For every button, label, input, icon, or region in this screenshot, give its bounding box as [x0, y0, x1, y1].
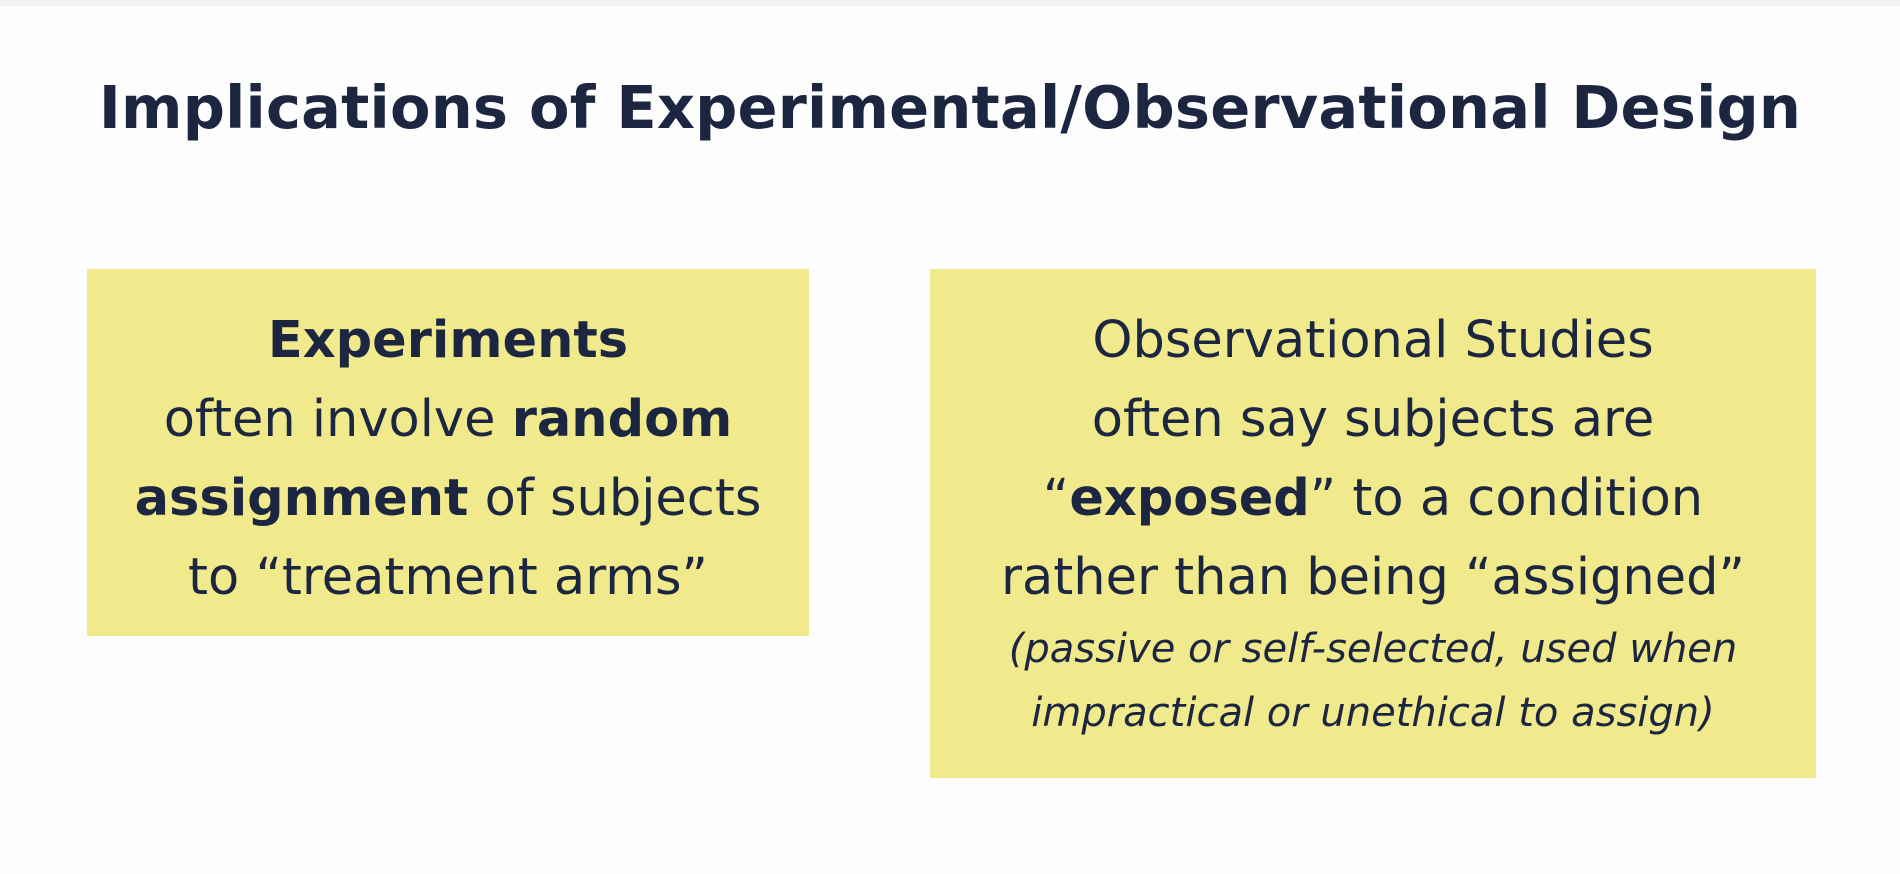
experiments-line-1: Experiments — [268, 301, 628, 380]
experiments-line-3-bold: assignment — [134, 469, 469, 528]
observational-line-3-bold: exposed — [1069, 469, 1310, 528]
experiments-box: Experiments often involve random assignm… — [87, 269, 809, 636]
experiments-line-2-bold: random — [511, 390, 733, 449]
observational-note-1: (passive or self-selected, used when — [1008, 626, 1738, 672]
observational-note-2: impractical or unethical to assign) — [1031, 690, 1715, 736]
observational-heading: Observational Studies — [1092, 311, 1654, 370]
slide-title: Implications of Experimental/Observation… — [98, 73, 1802, 142]
observational-line-4: rather than being “assigned” — [1001, 538, 1745, 617]
experiments-line-3-text: of subjects — [468, 469, 762, 528]
observational-line-4-text: rather than being “assigned” — [1001, 548, 1745, 607]
observational-line-1: Observational Studies — [1092, 301, 1653, 380]
top-band — [0, 0, 1900, 6]
experiments-line-4: to “treatment arms” — [188, 538, 708, 617]
observational-line-3-open-quote: “ — [1042, 469, 1070, 528]
experiments-heading: Experiments — [267, 311, 629, 370]
experiments-line-3: assignment of subjects — [135, 459, 762, 538]
experiments-line-2: often involve random — [164, 380, 733, 459]
experiments-line-2-text: often involve — [163, 390, 512, 449]
observational-line-2: often say subjects are — [1092, 380, 1655, 459]
observational-line-3-text: ” to a condition — [1309, 469, 1704, 528]
observational-line-3: “exposed” to a condition — [1043, 459, 1703, 538]
observational-line-2-text: often say subjects are — [1091, 390, 1655, 449]
experiments-line-4-text: to “treatment arms” — [188, 548, 708, 607]
observational-box: Observational Studies often say subjects… — [930, 269, 1816, 778]
